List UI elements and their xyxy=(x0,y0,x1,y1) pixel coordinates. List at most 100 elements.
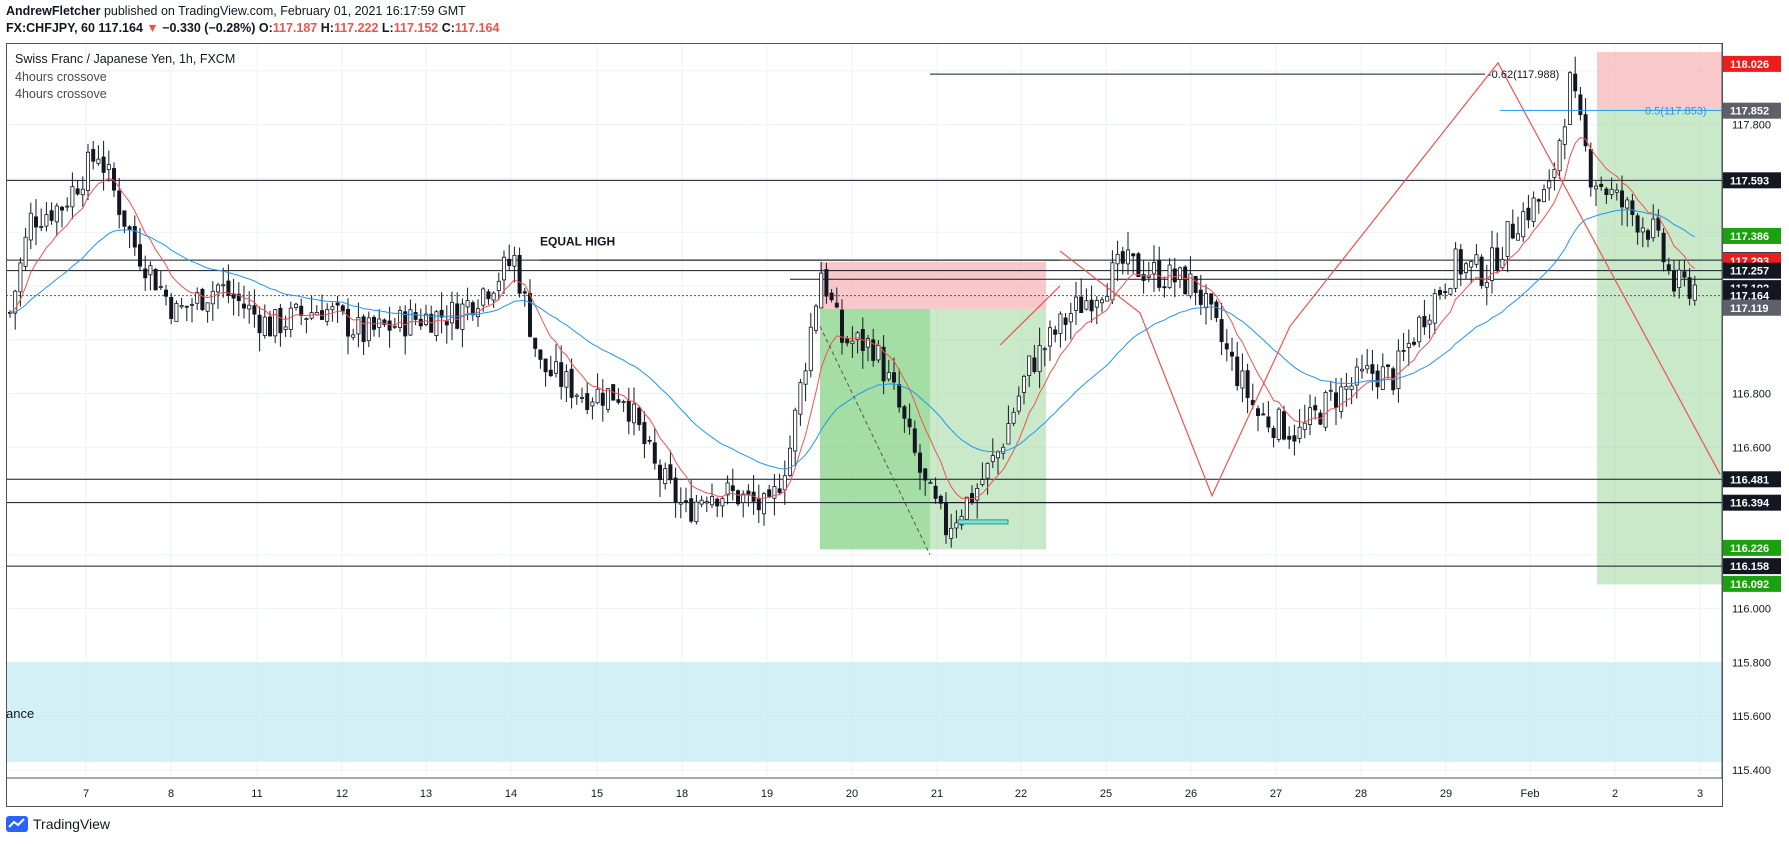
dashed-trend-line[interactable] xyxy=(819,326,931,556)
marker-rect[interactable] xyxy=(957,519,1009,525)
price-tag[interactable] xyxy=(1723,575,1781,592)
symbol-legend-title[interactable]: Swiss Franc / Japanese Yen, 1h, FXCM xyxy=(15,52,236,66)
price-tag-label: 116.226 xyxy=(1730,543,1769,555)
candle-body xyxy=(163,289,168,297)
candle-body xyxy=(569,368,574,398)
candle-body xyxy=(580,396,585,399)
candle-body xyxy=(1032,357,1037,373)
candle-body xyxy=(564,371,569,388)
zigzag-segment[interactable] xyxy=(999,285,1061,346)
candle-body xyxy=(1198,289,1203,305)
candle-body xyxy=(174,303,179,322)
price-tag[interactable] xyxy=(1723,102,1781,119)
candle-body xyxy=(871,339,876,361)
candle-body xyxy=(658,464,663,480)
candle-body xyxy=(824,269,829,297)
price-tag[interactable] xyxy=(1723,262,1781,279)
candle-body xyxy=(1235,356,1240,386)
candle-body xyxy=(621,401,626,403)
candle-body xyxy=(1063,317,1068,325)
change-arrow-icon: ▼ xyxy=(146,21,159,35)
candle-body xyxy=(814,305,819,331)
candle-body xyxy=(715,498,720,507)
candle-body xyxy=(221,284,226,287)
time-tick-label: 3 xyxy=(1697,788,1703,800)
time-axis[interactable]: 7 8 11 12 13 14 15 18 19 20 21 22 25 26 27 28 29 Feb 2 3 xyxy=(6,777,1722,806)
price-tag[interactable] xyxy=(1723,227,1781,244)
price-tag[interactable] xyxy=(1723,287,1781,304)
candle-body xyxy=(975,488,980,501)
candle-body xyxy=(325,309,330,322)
candle-body xyxy=(907,418,912,428)
candle-body xyxy=(1068,313,1073,323)
candle-body xyxy=(299,305,304,316)
candle-body xyxy=(1573,73,1578,92)
candle-body xyxy=(1552,169,1557,178)
candle-body xyxy=(1443,291,1448,293)
price-tag[interactable] xyxy=(1723,494,1781,511)
candle-body xyxy=(1037,345,1042,373)
time-tick-label: 27 xyxy=(1270,788,1282,800)
time-axis-bg xyxy=(6,779,1722,806)
candle-body xyxy=(1219,319,1224,342)
candle-body xyxy=(840,309,845,343)
candle-body xyxy=(423,313,428,325)
publisher-name[interactable]: AndrewFletcher xyxy=(6,4,101,18)
candle-body xyxy=(1594,185,1599,190)
candle-body xyxy=(1672,270,1677,292)
candle-body xyxy=(788,447,793,476)
indicator-legend-1[interactable]: 4hours crossove xyxy=(15,70,107,84)
candle-body xyxy=(1188,273,1193,297)
candle-body xyxy=(267,316,272,337)
price-tag-label: 117.257 xyxy=(1730,266,1769,278)
candle-body xyxy=(512,254,517,267)
candle-body xyxy=(262,316,267,336)
price-tag-label: 116.092 xyxy=(1730,579,1769,591)
price-tag[interactable] xyxy=(1723,539,1781,556)
candle-body xyxy=(283,326,288,330)
candle-body xyxy=(808,326,813,372)
candle-body xyxy=(1692,284,1697,301)
candle-body xyxy=(538,349,543,360)
price-axis[interactable]: 117.800 116.800 116.600 116.000 115.800 115.6… xyxy=(1721,44,1789,807)
candle-body xyxy=(1458,249,1463,275)
candle-body xyxy=(548,369,553,377)
candle-body xyxy=(1328,389,1333,392)
candle-body xyxy=(1604,188,1609,196)
price-tag[interactable] xyxy=(1723,55,1781,72)
price-tag[interactable] xyxy=(1723,558,1781,575)
candle-body xyxy=(1053,329,1058,335)
candle-body xyxy=(1354,366,1359,386)
candle-body xyxy=(554,361,559,374)
candle-body xyxy=(366,317,371,342)
candle-body xyxy=(496,280,501,291)
tradingview-logo[interactable]: TradingView xyxy=(6,816,110,832)
candle-body xyxy=(918,452,923,473)
candle-body xyxy=(866,338,871,348)
chart-header-line-2: FX:CHFJPY, 60 117.164 ▼ −0.330 (−0.28%) … xyxy=(6,21,499,35)
candle-body xyxy=(345,308,350,337)
candle-body xyxy=(184,305,189,308)
zigzag-pattern[interactable] xyxy=(1059,61,1721,498)
trend-drawings[interactable]: -0.62(117.988) 0.5(117.853) EQUAL HIGH xyxy=(540,61,1722,556)
candle-body xyxy=(1651,218,1656,239)
candle-body xyxy=(1282,411,1287,440)
candle-body xyxy=(1557,140,1562,172)
candle-body xyxy=(1510,223,1515,239)
candlesticks xyxy=(7,56,1697,548)
candle-body xyxy=(278,307,283,334)
candle-body xyxy=(746,490,751,495)
candle-body xyxy=(933,485,938,499)
price-tag[interactable] xyxy=(1723,299,1781,316)
candle-body xyxy=(1172,268,1177,283)
candle-body xyxy=(517,255,522,294)
candle-body xyxy=(1386,364,1391,367)
price-tag[interactable] xyxy=(1723,172,1781,189)
candle-body xyxy=(886,372,891,380)
price-tag[interactable] xyxy=(1723,471,1781,488)
symbol-line[interactable]: FX:CHFJPY, 60 xyxy=(6,21,95,35)
price-tag-label: 116.394 xyxy=(1730,498,1770,510)
indicator-legend-2[interactable]: 4hours crossove xyxy=(15,87,107,101)
candle-body xyxy=(1635,215,1640,233)
